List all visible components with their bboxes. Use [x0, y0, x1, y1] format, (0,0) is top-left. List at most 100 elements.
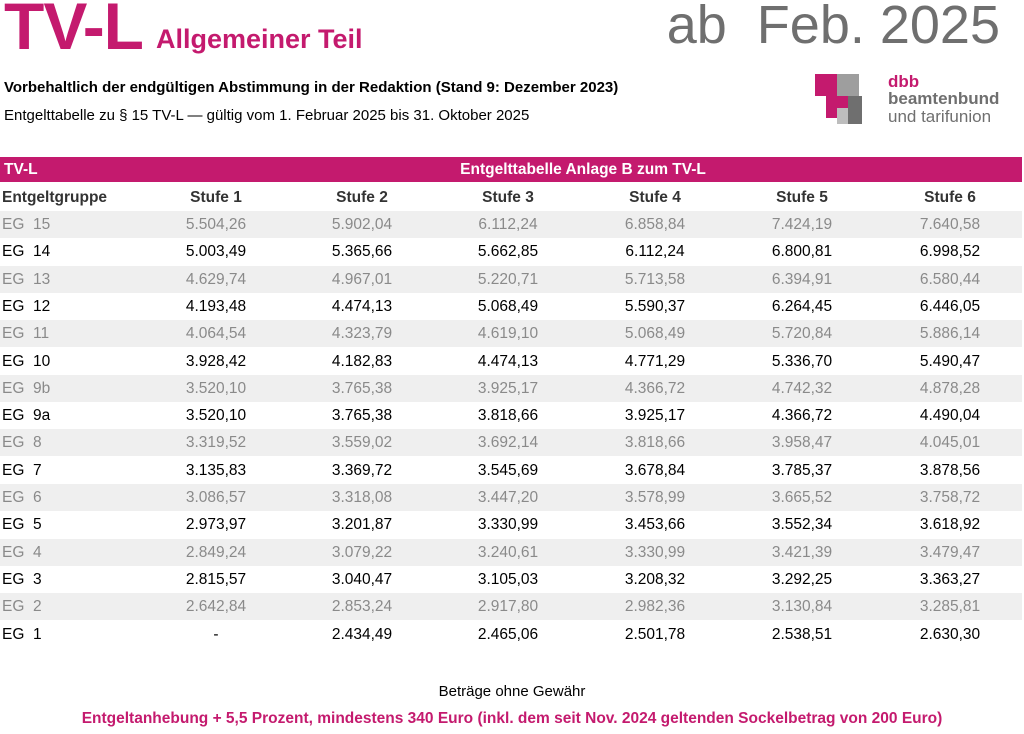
- group-cell: EG 2: [2, 598, 42, 616]
- salary-cell: 5.068,49: [477, 297, 539, 315]
- salary-cell: 3.928,42: [185, 352, 247, 370]
- salary-cell: 3.578,99: [624, 489, 686, 506]
- salary-cell: 3.765,38: [331, 379, 393, 397]
- table-row: EG 12 4.193,48 4.474,13 5.068,49 5.590,37 6.2…: [0, 293, 1022, 320]
- salary-cell: 2.630,30: [919, 625, 981, 643]
- salary-cell: 2.849,24: [185, 543, 247, 561]
- status-line: Vorbehaltlich der endgültigen Abstimmung…: [4, 79, 619, 96]
- salary-cell: 3.130,84: [771, 598, 833, 616]
- table-row: EG 8 3.319,52 3.559,02 3.692,14 3.818,66 3.95…: [0, 429, 1022, 457]
- table-row: EG 9a 3.520,10 3.765,38 3.818,66 3.925,17 4.3…: [0, 402, 1022, 429]
- salary-cell: 4.474,13: [477, 352, 539, 370]
- salary-cell: 5.886,14: [919, 325, 981, 343]
- salary-cell: 3.447,20: [477, 489, 539, 506]
- salary-cell: 3.678,84: [624, 461, 686, 479]
- table-row: EG 7 3.135,83 3.369,72 3.545,69 3.678,84 3.78…: [0, 457, 1022, 484]
- salary-cell: 3.135,83: [185, 461, 247, 479]
- column-header: Stufe 4: [629, 189, 681, 206]
- logo-square: [837, 108, 848, 124]
- salary-cell: 5.713,58: [624, 270, 686, 288]
- column-header: Entgeltgruppe: [2, 189, 108, 206]
- salary-cell: 2.501,78: [624, 625, 686, 643]
- salary-cell: 4.323,79: [331, 325, 393, 343]
- salary-cell: 3.958,47: [771, 434, 833, 452]
- salary-cell: 5.490,47: [919, 352, 981, 370]
- column-header: Stufe 5: [776, 189, 828, 206]
- salary-cell: 5.662,85: [477, 243, 539, 261]
- table-row: EG 9b 3.520,10 3.765,38 3.925,17 4.366,72 4.7…: [0, 374, 1022, 402]
- salary-cell: 5.365,66: [331, 243, 393, 261]
- group-cell: EG 11: [2, 325, 50, 343]
- table-row: EG 6 3.086,57 3.318,08 3.447,20 3.578,99 3.66…: [0, 484, 1022, 511]
- logo-line: beamtenbund: [888, 89, 1000, 108]
- group-cell: EG 5: [2, 516, 42, 534]
- logo-square: [848, 96, 862, 124]
- date: ab Feb. 2025: [666, 0, 1000, 55]
- footer-note: Beträge ohne Gewähr: [438, 683, 586, 700]
- column-header: Stufe 3: [482, 189, 534, 206]
- column-header: Stufe 1: [190, 189, 242, 206]
- salary-cell: 3.105,03: [477, 570, 539, 588]
- salary-cell: 3.545,69: [477, 461, 539, 479]
- group-cell: EG 10: [2, 352, 51, 370]
- salary-cell: 5.902,04: [331, 216, 393, 233]
- salary-cell: 6.264,45: [771, 297, 833, 315]
- salary-cell: 3.330,99: [477, 516, 539, 534]
- salary-cell: 3.319,52: [185, 434, 247, 452]
- header-row: Entgeltgruppe Stufe 1 Stufe 2 Stufe 3 Stufe …: [0, 184, 1022, 211]
- salary-cell: 4.474,13: [331, 297, 393, 315]
- salary-cell: 3.240,61: [477, 543, 539, 561]
- salary-cell: 5.003,49: [185, 243, 247, 261]
- salary-cell: 5.720,84: [771, 325, 833, 343]
- subtitle: Allgemeiner Teil: [156, 24, 363, 54]
- salary-cell: 3.208,32: [624, 570, 686, 588]
- salary-cell: 2.917,80: [477, 598, 539, 616]
- salary-cell: 6.446,05: [919, 297, 981, 315]
- table-row: EG 1 - 2.434,49 2.465,06 2.501,78 2.538,51 2.6…: [0, 621, 1022, 648]
- logo-square: [837, 74, 859, 96]
- validity-line: Entgelttabelle zu § 15 TV-L — gültig vom…: [4, 107, 530, 124]
- salary-cell: 2.815,57: [185, 570, 247, 588]
- group-cell: EG 8: [2, 434, 42, 452]
- salary-cell: 3.040,47: [331, 570, 393, 588]
- salary-cell: 2.642,84: [185, 598, 247, 616]
- salary-cell: 3.520,10: [185, 407, 247, 425]
- salary-cell: 2.853,24: [331, 598, 393, 616]
- salary-cell: 3.421,39: [771, 543, 833, 561]
- salary-cell: 6.112,24: [625, 243, 685, 261]
- salary-cell: 7.424,19: [771, 216, 833, 233]
- salary-cell: 2.982,36: [624, 598, 686, 616]
- table-row: EG 11 4.064,54 4.323,79 4.619,10 5.068,49 5.7…: [0, 320, 1022, 348]
- salary-cell: 4.878,28: [919, 379, 981, 397]
- salary-cell: 3.292,25: [771, 570, 833, 588]
- group-cell: EG 7: [2, 461, 42, 479]
- salary-cell: 2.434,49: [331, 625, 393, 643]
- salary-cell: 5.590,37: [624, 297, 686, 315]
- salary-cell: 3.785,37: [771, 461, 833, 479]
- group-cell: EG 6: [2, 489, 42, 506]
- salary-cell: 3.818,66: [624, 434, 686, 452]
- salary-cell: 4.064,54: [185, 325, 247, 343]
- salary-cell: 3.079,22: [331, 543, 393, 561]
- table-caption: Entgelttabelle Anlage B zum TV-L: [460, 161, 706, 178]
- footer-highlight: Entgeltanhebung + 5,5 Prozent, mindesten…: [81, 710, 943, 727]
- salary-cell: 3.453,66: [624, 516, 686, 534]
- salary-cell: 4.629,74: [185, 270, 247, 288]
- salary-cell: 3.285,81: [919, 598, 981, 616]
- salary-cell: 3.086,57: [185, 489, 247, 506]
- group-cell: EG 1: [2, 625, 42, 643]
- table-row: EG 3 2.815,57 3.040,47 3.105,03 3.208,32 3.29…: [0, 566, 1022, 593]
- column-header: Stufe 6: [924, 189, 976, 206]
- group-cell: EG 9a: [2, 407, 51, 425]
- salary-cell: 6.858,84: [624, 216, 686, 233]
- column-header: Stufe 2: [336, 189, 388, 206]
- salary-cell: 6.580,44: [919, 270, 981, 288]
- group-cell: EG 4: [2, 543, 42, 561]
- salary-cell: 3.559,02: [331, 434, 393, 452]
- salary-cell: 3.318,08: [331, 489, 393, 506]
- salary-cell: 4.967,01: [331, 270, 393, 288]
- salary-cell: 4.366,72: [624, 379, 686, 397]
- group-cell: EG 13: [2, 270, 51, 288]
- salary-cell: 6.998,52: [919, 243, 981, 261]
- salary-cell: 6.394,91: [771, 270, 833, 288]
